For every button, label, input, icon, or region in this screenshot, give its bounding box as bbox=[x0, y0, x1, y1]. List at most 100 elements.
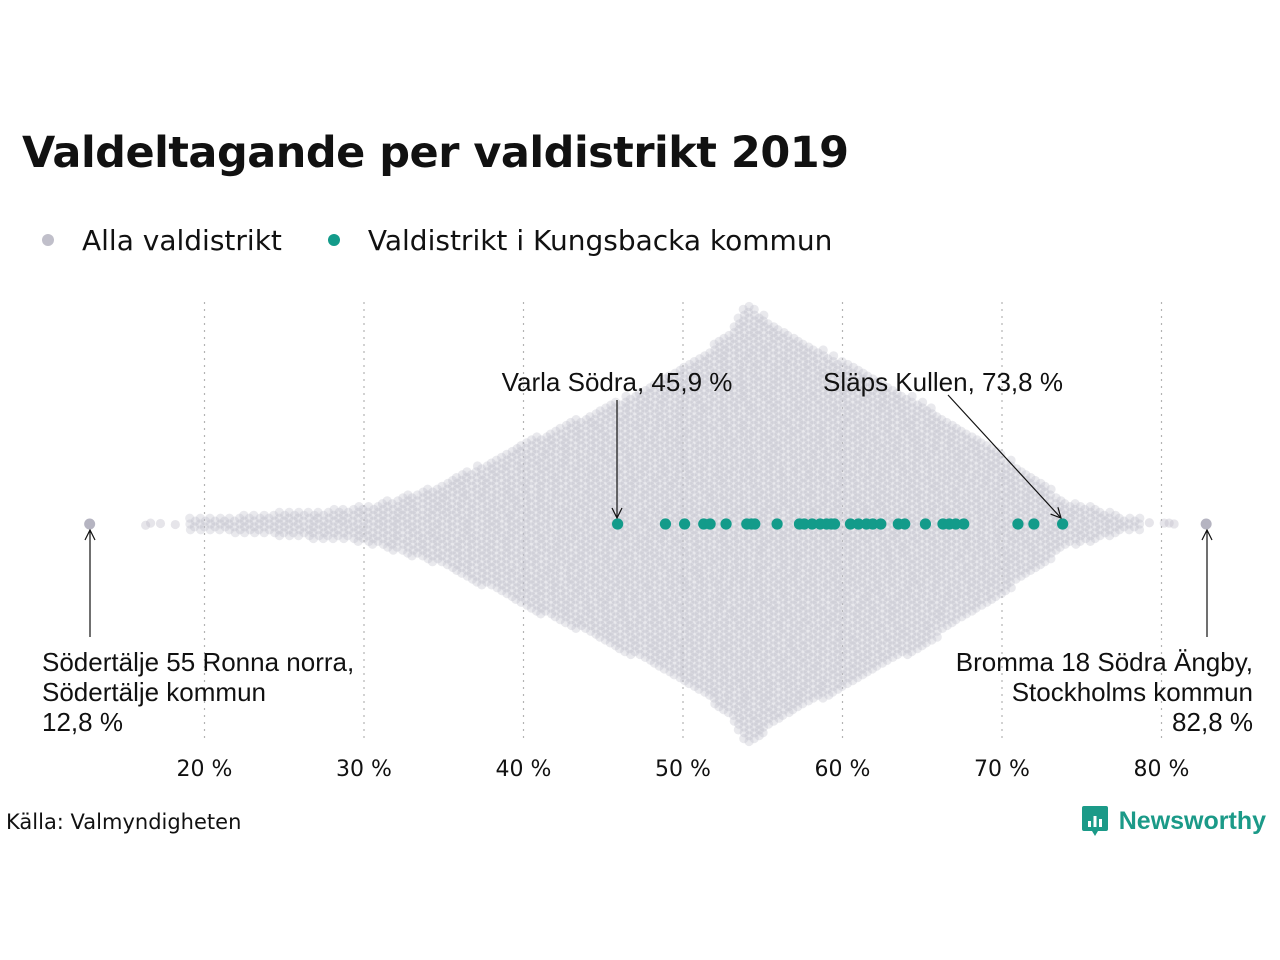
district-point bbox=[467, 504, 477, 515]
district-point bbox=[585, 539, 596, 549]
district-point bbox=[466, 516, 477, 526]
district-point bbox=[601, 409, 611, 419]
district-point bbox=[462, 513, 472, 523]
district-point bbox=[328, 533, 338, 544]
district-point bbox=[532, 461, 542, 471]
district-point bbox=[586, 429, 596, 439]
district-point bbox=[600, 531, 610, 541]
district-point bbox=[482, 548, 492, 558]
district-point bbox=[521, 513, 532, 523]
district-point bbox=[591, 438, 601, 448]
district-point bbox=[477, 487, 487, 497]
district-point bbox=[536, 568, 547, 578]
district-point bbox=[532, 565, 542, 576]
district-point bbox=[605, 586, 616, 596]
district-point bbox=[497, 568, 507, 578]
district-point bbox=[323, 525, 334, 535]
district-point bbox=[586, 435, 596, 445]
district-point bbox=[551, 600, 561, 610]
district-point bbox=[423, 490, 433, 500]
district-point bbox=[537, 545, 547, 555]
district-point bbox=[526, 574, 536, 584]
district-point bbox=[373, 536, 383, 547]
district-point bbox=[546, 597, 557, 607]
district-point bbox=[595, 545, 606, 555]
district-point bbox=[512, 589, 522, 599]
district-point bbox=[556, 487, 566, 497]
district-point bbox=[388, 522, 399, 532]
district-point bbox=[502, 507, 512, 517]
district-point bbox=[517, 475, 527, 486]
district-point bbox=[536, 510, 546, 520]
district-point bbox=[516, 464, 526, 474]
district-point bbox=[591, 409, 601, 419]
district-point bbox=[541, 455, 551, 465]
district-point bbox=[343, 519, 353, 529]
district-point bbox=[477, 493, 487, 503]
district-point bbox=[590, 502, 600, 512]
district-point bbox=[453, 513, 463, 523]
district-point bbox=[403, 490, 413, 500]
district-point bbox=[436, 533, 447, 544]
district-point bbox=[556, 458, 566, 468]
district-point bbox=[601, 403, 611, 413]
district-point bbox=[591, 536, 601, 547]
district-point bbox=[575, 446, 585, 457]
district-point bbox=[545, 568, 555, 578]
district-point bbox=[432, 525, 442, 535]
district-point bbox=[596, 528, 606, 538]
district-point bbox=[387, 539, 397, 549]
district-point bbox=[205, 519, 216, 529]
district-point bbox=[393, 507, 404, 517]
district-point bbox=[329, 516, 339, 526]
district-point bbox=[600, 507, 610, 517]
district-point bbox=[517, 487, 527, 497]
district-point bbox=[590, 461, 600, 471]
district-point bbox=[591, 449, 601, 459]
district-point bbox=[522, 507, 532, 517]
district-point bbox=[526, 580, 536, 590]
district-point bbox=[511, 525, 521, 535]
district-point bbox=[486, 475, 497, 486]
district-point bbox=[353, 536, 363, 547]
district-point bbox=[551, 444, 561, 454]
district-point bbox=[571, 496, 581, 506]
district-point bbox=[590, 415, 600, 425]
district-point bbox=[239, 516, 249, 526]
district-point bbox=[461, 478, 471, 488]
district-point bbox=[606, 423, 616, 433]
district-point bbox=[561, 426, 572, 436]
district-point bbox=[363, 525, 373, 535]
district-point bbox=[506, 487, 516, 497]
district-point bbox=[497, 510, 507, 520]
district-point bbox=[590, 420, 600, 430]
district-point bbox=[516, 441, 526, 451]
district-point bbox=[482, 519, 492, 529]
district-point bbox=[600, 606, 611, 616]
district-point bbox=[521, 467, 532, 477]
district-point bbox=[397, 510, 407, 520]
district-point bbox=[541, 548, 552, 558]
district-point bbox=[586, 522, 596, 532]
district-point bbox=[319, 528, 329, 538]
district-point bbox=[466, 562, 476, 573]
district-point bbox=[532, 600, 542, 610]
district-point bbox=[392, 513, 402, 523]
district-point bbox=[586, 441, 596, 451]
district-point bbox=[540, 496, 551, 506]
district-point bbox=[536, 533, 546, 544]
district-point bbox=[586, 626, 596, 636]
district-point bbox=[581, 461, 591, 471]
district-point bbox=[606, 441, 616, 451]
district-point bbox=[502, 565, 512, 576]
district-point bbox=[397, 528, 407, 538]
district-point bbox=[403, 548, 413, 558]
district-point bbox=[550, 449, 560, 459]
district-point bbox=[581, 519, 591, 529]
district-point bbox=[546, 516, 556, 526]
district-point bbox=[477, 551, 488, 561]
district-point bbox=[497, 475, 507, 486]
district-point bbox=[530, 594, 541, 605]
district-point bbox=[571, 461, 581, 471]
district-point bbox=[438, 510, 448, 520]
